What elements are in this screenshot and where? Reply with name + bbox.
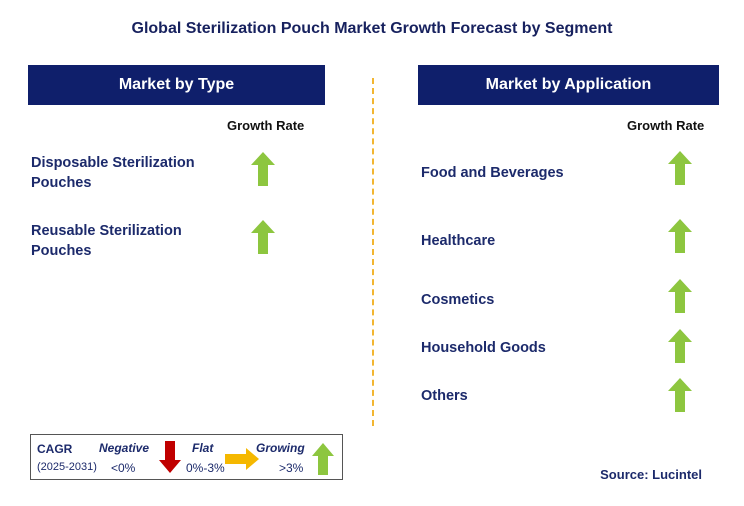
legend-growing-label: Growing bbox=[256, 441, 305, 455]
growing-arrow-icon bbox=[251, 152, 275, 186]
type-item-reusable: Reusable Sterilization Pouches bbox=[31, 221, 182, 261]
flat-arrow-icon bbox=[225, 448, 259, 470]
growing-arrow-icon bbox=[251, 220, 275, 254]
legend-flat-label: Flat bbox=[192, 441, 214, 455]
legend-negative-label: Negative bbox=[99, 441, 150, 455]
legend-flat-range: 0%-3% bbox=[186, 461, 225, 475]
source-note: Source: Lucintel bbox=[600, 467, 702, 482]
type-panel-header: Market by Type bbox=[28, 65, 325, 105]
growing-arrow-icon bbox=[668, 219, 692, 253]
growing-arrow-icon bbox=[312, 443, 334, 475]
growing-arrow-icon bbox=[668, 279, 692, 313]
page-title: Global Sterilization Pouch Market Growth… bbox=[131, 20, 613, 37]
legend-period: (2025-2031) bbox=[37, 461, 97, 473]
application-item-others: Others bbox=[421, 388, 468, 404]
application-item-food-beverages: Food and Beverages bbox=[421, 165, 564, 181]
application-item-healthcare: Healthcare bbox=[421, 233, 496, 249]
growing-arrow-icon bbox=[668, 329, 692, 363]
type-growth-rate-label: Growth Rate bbox=[227, 118, 305, 133]
growing-arrow-icon bbox=[668, 378, 692, 412]
cagr-legend: CAGR (2025-2031) Negative <0% Flat 0%-3%… bbox=[30, 434, 343, 480]
growing-arrow-icon bbox=[668, 151, 692, 185]
application-panel-header: Market by Application bbox=[418, 65, 719, 105]
type-item-disposable: Disposable Sterilization Pouches bbox=[31, 153, 195, 193]
legend-growing-range: >3% bbox=[279, 461, 304, 475]
application-item-household-goods: Household Goods bbox=[421, 340, 546, 356]
type-item-reusable-line2: Pouches bbox=[31, 243, 92, 259]
application-growth-rate-label: Growth Rate bbox=[627, 118, 705, 133]
panel-divider bbox=[372, 78, 374, 426]
type-item-reusable-line1: Reusable Sterilization bbox=[31, 223, 182, 239]
type-item-disposable-line1: Disposable Sterilization bbox=[31, 155, 195, 171]
negative-arrow-icon bbox=[159, 441, 181, 473]
type-item-disposable-line2: Pouches bbox=[31, 175, 92, 191]
legend-cagr-label: CAGR bbox=[37, 442, 73, 456]
application-item-cosmetics: Cosmetics bbox=[421, 292, 495, 308]
legend-negative-range: <0% bbox=[111, 461, 136, 475]
